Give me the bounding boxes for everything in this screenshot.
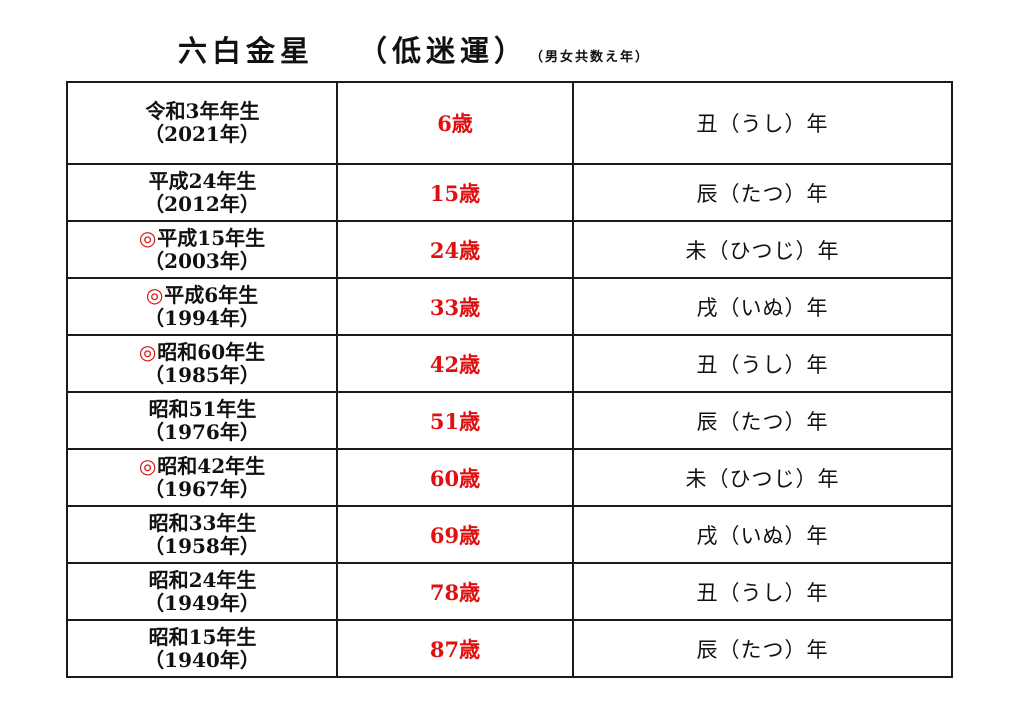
title-main: 六白金星: [178, 34, 315, 68]
age-cell: 78歳: [336, 562, 574, 621]
mark-icon: ◎: [138, 225, 157, 250]
zodiac-value: 未（ひつじ）年: [685, 238, 840, 263]
birth-cell: 昭和24年生 （1949年）: [66, 562, 338, 621]
table-row: 平成24年生 （2012年） 15歳 辰（たつ）年: [66, 163, 953, 222]
age-cell: 15歳: [336, 163, 574, 222]
zodiac-cell: 辰（たつ）年: [572, 619, 953, 678]
table-row: ◎平成15年生 （2003年） 24歳 未（ひつじ）年: [66, 220, 953, 279]
zodiac-cell: 未（ひつじ）年: [572, 220, 953, 279]
age-value: 60歳: [429, 465, 481, 491]
birth-cell: 昭和33年生 （1958年）: [66, 505, 338, 564]
age-value: 87歳: [429, 636, 481, 662]
birth-cell: ◎平成15年生 （2003年）: [66, 220, 338, 279]
birth-era: 昭和15年生: [148, 624, 257, 649]
zodiac-cell: 戌（いぬ）年: [572, 505, 953, 564]
zodiac-cell: 戌（いぬ）年: [572, 277, 953, 336]
birth-cell: ◎昭和60年生 （1985年）: [66, 334, 338, 393]
zodiac-cell: 辰（たつ）年: [572, 391, 953, 450]
age-value: 42歳: [429, 351, 481, 377]
birth-year: （1967年）: [144, 476, 260, 501]
age-value: 51歳: [429, 408, 481, 434]
age-value: 15歳: [429, 180, 481, 206]
birth-era: 令和3年年生: [145, 99, 260, 123]
birth-era: 昭和33年生: [148, 510, 257, 535]
birth-year: （1985年）: [144, 362, 260, 387]
table-row: ◎平成6年生 （1994年） 33歳 戌（いぬ）年: [66, 277, 953, 336]
age-cell: 51歳: [336, 391, 574, 450]
zodiac-cell: 丑（うし）年: [572, 334, 953, 393]
birth-year: （2012年）: [144, 191, 260, 216]
zodiac-value: 戌（いぬ）年: [696, 295, 829, 320]
zodiac-cell: 丑（うし）年: [572, 81, 953, 165]
birth-era: 昭和24年生: [148, 567, 257, 592]
zodiac-value: 辰（たつ）年: [696, 181, 829, 206]
zodiac-value: 丑（うし）年: [696, 352, 829, 377]
title-note: （男女共数え年）: [530, 50, 651, 65]
birth-era: 昭和60年生: [157, 339, 266, 364]
age-table: 令和3年年生 （2021年） 6歳 丑（うし）年 平成24年生 （2012年） …: [66, 81, 953, 678]
table-row: 昭和15年生 （1940年） 87歳 辰（たつ）年: [66, 619, 953, 678]
mark-icon: ◎: [138, 453, 157, 478]
birth-era: 平成6年生: [164, 282, 259, 307]
page-title: 六白金星 （低迷運） （男女共数え年）: [178, 28, 650, 70]
birth-year: （1949年）: [144, 590, 260, 615]
age-cell: 24歳: [336, 220, 574, 279]
table-row: 昭和24年生 （1949年） 78歳 丑（うし）年: [66, 562, 953, 621]
birth-cell: 昭和51年生 （1976年）: [66, 391, 338, 450]
age-cell: 6歳: [336, 81, 574, 165]
zodiac-cell: 未（ひつじ）年: [572, 448, 953, 507]
table-row: ◎昭和42年生 （1967年） 60歳 未（ひつじ）年: [66, 448, 953, 507]
birth-cell: 令和3年年生 （2021年）: [66, 81, 338, 165]
zodiac-value: 丑（うし）年: [696, 580, 829, 605]
birth-era: 平成15年生: [157, 225, 266, 250]
table-row: 昭和51年生 （1976年） 51歳 辰（たつ）年: [66, 391, 953, 450]
table-row: 令和3年年生 （2021年） 6歳 丑（うし）年: [66, 81, 953, 165]
zodiac-value: 戌（いぬ）年: [696, 523, 829, 548]
zodiac-value: 未（ひつじ）年: [685, 466, 840, 491]
age-value: 6歳: [437, 111, 473, 136]
birth-year: （1958年）: [144, 533, 260, 558]
age-cell: 33歳: [336, 277, 574, 336]
birth-cell: ◎平成6年生 （1994年）: [66, 277, 338, 336]
zodiac-value: 辰（たつ）年: [696, 409, 829, 434]
birth-cell: 昭和15年生 （1940年）: [66, 619, 338, 678]
age-value: 69歳: [429, 522, 481, 548]
age-cell: 60歳: [336, 448, 574, 507]
birth-era: 平成24年生: [148, 168, 257, 193]
age-value: 24歳: [429, 237, 481, 263]
birth-era: 昭和51年生: [148, 396, 257, 421]
age-cell: 42歳: [336, 334, 574, 393]
title-sub: （低迷運）: [358, 34, 529, 68]
birth-era: 昭和42年生: [157, 453, 266, 478]
zodiac-cell: 辰（たつ）年: [572, 163, 953, 222]
age-value: 78歳: [429, 579, 481, 605]
mark-icon: ◎: [138, 339, 157, 364]
birth-year: （2021年）: [144, 122, 260, 146]
birth-cell: ◎昭和42年生 （1967年）: [66, 448, 338, 507]
zodiac-cell: 丑（うし）年: [572, 562, 953, 621]
zodiac-value: 丑（うし）年: [696, 112, 829, 136]
birth-year: （1976年）: [144, 419, 260, 444]
table-row: 昭和33年生 （1958年） 69歳 戌（いぬ）年: [66, 505, 953, 564]
age-cell: 87歳: [336, 619, 574, 678]
age-value: 33歳: [429, 294, 481, 320]
age-cell: 69歳: [336, 505, 574, 564]
birth-year: （1994年）: [144, 305, 260, 330]
birth-cell: 平成24年生 （2012年）: [66, 163, 338, 222]
birth-year: （2003年）: [144, 248, 260, 273]
zodiac-value: 辰（たつ）年: [696, 637, 829, 662]
birth-year: （1940年）: [144, 647, 260, 672]
table-row: ◎昭和60年生 （1985年） 42歳 丑（うし）年: [66, 334, 953, 393]
mark-icon: ◎: [145, 282, 164, 307]
